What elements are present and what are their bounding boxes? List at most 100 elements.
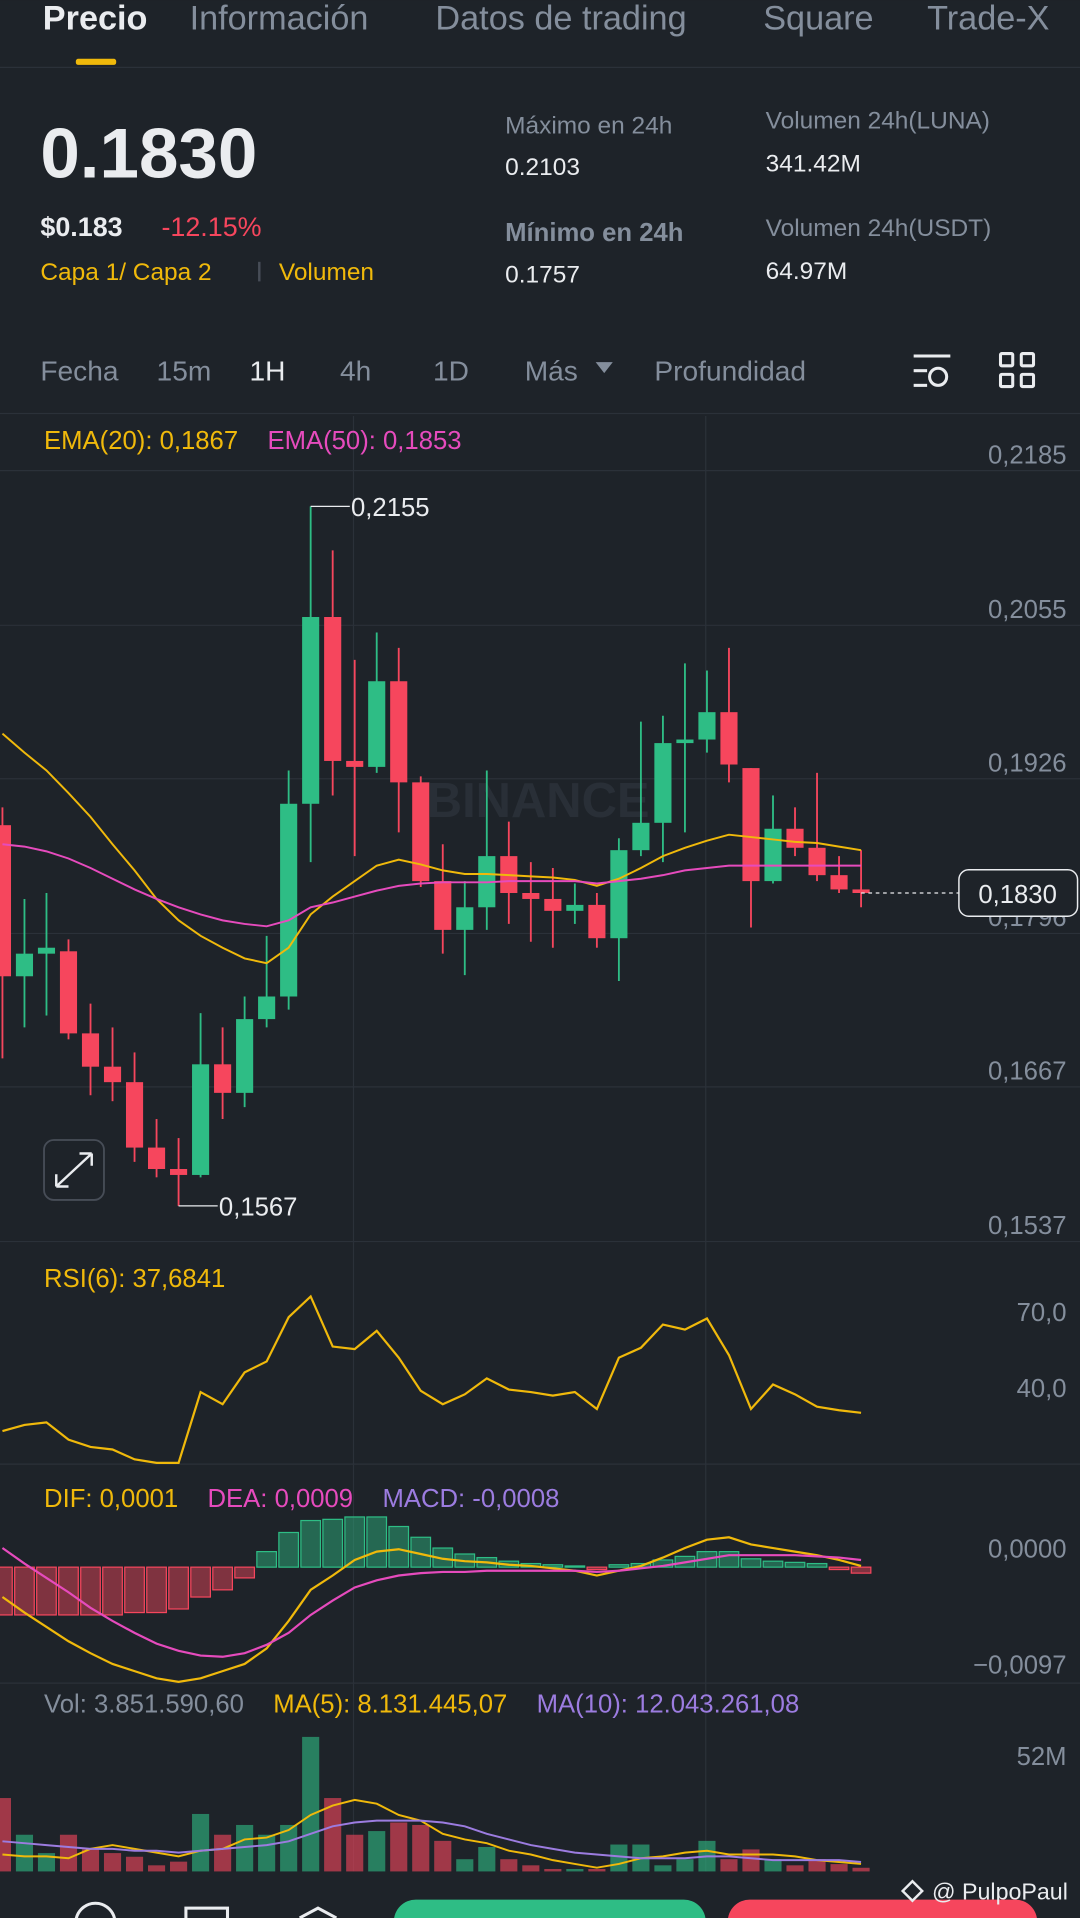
macd-bar [278,1531,300,1568]
macd-bar [740,1558,762,1568]
volume-bar [302,1736,320,1872]
stat-label: Máximo en 24h [505,112,672,139]
interval[interactable]: Más [525,355,578,386]
interval[interactable]: Fecha [40,355,119,386]
volume-bar [192,1813,210,1872]
stat-label: Volumen 24h(USDT) [766,215,992,242]
candle-body [720,712,738,765]
interval[interactable]: 1H [250,355,286,386]
stat-label: Volumen 24h(LUNA) [766,108,990,135]
high-annotation: 0,2155 [351,494,430,522]
volume-bar [456,1859,474,1872]
nav-icon[interactable] [184,1906,230,1918]
tab[interactable]: Precio [43,0,148,37]
volume-bar [170,1861,188,1872]
volume-bar [236,1824,254,1872]
y-tick-label: −0,0097 [973,1651,1067,1679]
macd-bar [212,1566,234,1591]
tab[interactable]: Información [190,0,369,37]
candle-body [852,889,870,893]
y-tick-label: 0,2185 [988,441,1067,469]
volume-bar [566,1868,584,1872]
candle-body [125,1082,144,1148]
tag-separator [258,261,261,282]
tab[interactable]: Square [763,0,873,37]
candle-body [632,822,650,851]
tag[interactable]: Capa 1/ Capa 2 [40,259,211,286]
interval[interactable]: 1D [433,355,469,386]
volume-bar [478,1846,496,1872]
macd-bar [168,1566,189,1610]
stat-value: 341.42M [766,150,861,177]
macd-bar [36,1566,57,1616]
stat-value: 64.97M [766,258,848,285]
candle-body [610,850,628,939]
volume-bar [59,1834,78,1872]
candle-body [566,904,584,911]
logo-icon [900,1879,924,1903]
volume-bar [676,1859,694,1872]
volume-bar [544,1868,562,1872]
volume-bar [852,1867,870,1872]
price-usd: $0.183 [40,212,122,242]
last-price-label: 0,1830 [978,881,1057,909]
candle-body [346,760,364,767]
candle-body [390,681,408,783]
candle-body [103,1066,122,1083]
macd-bar [388,1525,410,1568]
volume-bar [764,1859,782,1872]
interval[interactable]: 4h [340,355,371,386]
expand-button[interactable] [43,1139,105,1201]
candle-body [676,739,694,744]
macd-bar [256,1550,278,1568]
legend-label: MA(5): 8.131.445,07 [273,1690,507,1718]
candle-body [324,616,342,761]
volume-bar [500,1859,518,1872]
volume-bar [720,1859,738,1872]
macd-bar [0,1566,13,1616]
tab[interactable]: Datos de trading [435,0,686,37]
candle-body [786,828,804,848]
macd-bar [828,1566,850,1571]
y-tick-label: 0,1537 [988,1212,1067,1240]
last-price-box [958,869,1079,917]
watermark: BINANCE [427,774,650,828]
indicator-line [1,1547,862,1658]
legend-label: EMA(20): 0,1867 [44,427,238,455]
low-annotation: 0,1567 [219,1194,298,1222]
layout-icon[interactable] [998,352,1036,389]
volume-bar [15,1834,34,1872]
interval[interactable]: 15m [157,355,212,386]
nav-icon[interactable] [298,1906,338,1918]
volume-bar [786,1865,804,1872]
macd-bar [762,1560,784,1568]
volume-bar [808,1859,826,1872]
sell-button[interactable] [728,1899,1037,1918]
macd-bar [234,1566,256,1579]
candle-body [544,898,562,911]
buy-button[interactable] [394,1899,706,1918]
stat-label: Mínimo en 24h [505,219,683,247]
legend-label: MACD: -0,0008 [382,1485,559,1513]
candle-body [280,803,298,997]
tag[interactable]: Volumen [279,259,374,286]
candle-body [654,743,672,823]
indicator-line [2,1294,862,1464]
macd-bar [14,1566,35,1616]
price-change: -12.15% [161,212,261,242]
interval[interactable]: Profundidad [654,355,806,386]
y-tick-label: 0,1667 [988,1058,1067,1086]
legend-label: RSI(6): 37,6841 [44,1265,225,1293]
macd-bar [784,1561,806,1568]
tab[interactable]: Trade-X [927,0,1050,37]
volume-bar [103,1853,122,1872]
indicator-line [2,1819,862,1864]
nav-icon[interactable] [74,1901,116,1918]
macd-bar [300,1519,322,1568]
indicator-icon[interactable] [913,354,951,387]
candle-body [147,1147,166,1170]
macd-bar [124,1566,145,1614]
y-tick-label: 70,0 [1017,1299,1067,1327]
